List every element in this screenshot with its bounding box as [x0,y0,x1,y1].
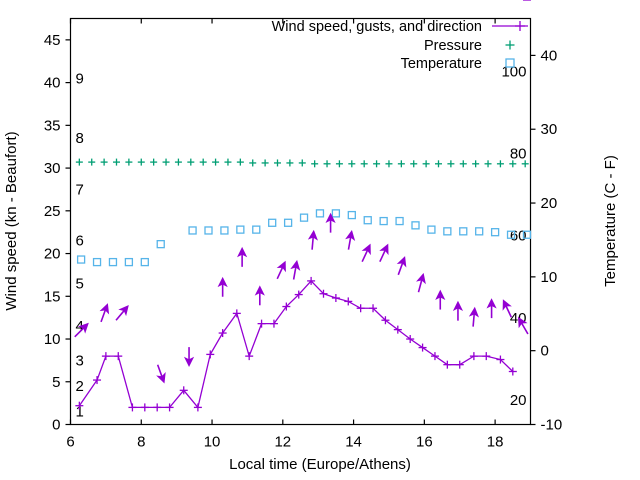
wind-direction-arrow-icon [115,305,129,321]
y2-axis-tick-label: 0 [541,343,549,360]
y-axis-tick-label: 40 [44,75,61,92]
legend-label-pressure: Pressure [424,38,482,54]
temperature-point [236,225,245,234]
y2-axis-tick-label: -10 [541,417,563,434]
wind-direction-arrow-icon [435,289,446,310]
x-axis-tick-label: 12 [274,434,291,451]
beaufort-label: 2 [76,378,84,395]
wind-direction-arrow-icon [416,272,426,293]
temperature-point [220,226,229,235]
temperature-point [475,227,484,236]
temperature-point [490,228,500,237]
wind-direction-arrow-icon [237,246,248,267]
wind-direction-arrow-icon [468,306,479,327]
beaufort-label: 8 [76,130,84,147]
wind-direction-arrow-icon [290,259,301,280]
fahrenheit-label: 100 [501,64,526,81]
temperature-point [363,216,372,225]
wind-direction-arrow-icon [74,322,89,338]
y2-axis-tick-label: 10 [541,269,558,286]
wind-direction-arrow-icon [486,298,497,319]
beaufort-label: 7 [76,181,84,198]
x-axis-tick-label: 8 [137,434,145,451]
x-axis-tick-label: 18 [487,434,504,451]
temperature-point [299,213,309,222]
temperature-point [522,230,532,239]
y-axis-tick-label: 25 [44,203,61,220]
y2-axis-title: Temperature (C - F) [602,155,619,287]
temperature-point [506,230,516,239]
wind-direction-arrow-icon [452,300,464,321]
y2-axis-tick-label: 20 [541,195,558,212]
y-axis-tick-label: 20 [44,246,61,263]
beaufort-label: 5 [76,275,84,292]
wind-direction-arrow-icon [217,276,228,297]
temperature-point [331,209,341,218]
wind-direction-arrow-icon [345,229,356,250]
wind-direction-arrow-icon [254,285,265,306]
wind-direction-arrow-icon [396,256,407,276]
y-axis-tick-label: 30 [44,160,61,177]
beaufort-label: 1 [76,404,84,421]
wind-direction-arrow-icon [325,212,336,233]
temperature-point [379,216,388,226]
x-axis-tick-label: 10 [204,434,221,451]
temperature-point [411,221,420,230]
temperature-point [124,257,134,267]
temperature-point [92,257,102,267]
wind-direction-arrow-icon [379,243,389,263]
wind-direction-arrow-icon [183,347,195,368]
temperature-point [459,227,468,236]
temperature-point [76,255,86,264]
fahrenheit-label: 80 [510,146,527,163]
temperature-point [427,225,436,234]
temperature-point [315,209,325,218]
y-axis-tick-label: 5 [52,374,60,391]
legend-label-temperature: Temperature [401,56,482,72]
y-axis-tick-label: 10 [44,331,61,348]
temperature-point [283,218,293,227]
temperature-point [268,218,277,227]
legend-label-wind: Wind speed, gusts, and direction [272,19,482,35]
wind-direction-arrow-icon [307,229,318,250]
beaufort-label: 3 [76,352,84,369]
wind-direction-arrow-icon [276,260,286,280]
wind-direction-arrow-icon [517,316,529,335]
y2-axis-tick-label: 40 [541,47,558,64]
temperature-point [347,210,356,220]
x-axis-tick-label: 16 [416,434,433,451]
wind-direction-arrow-icon [99,303,110,323]
y-axis-tick-label: 35 [44,117,61,134]
temperature-point [188,226,197,235]
wind-speed-line [78,279,514,409]
x-axis-title: Local time (Europe/Athens) [229,456,411,473]
wind-direction-arrow-icon [361,243,371,263]
temperature-point [443,227,452,236]
y-axis-tick-label: 15 [44,288,61,305]
temperature-point [108,257,118,267]
y-axis-title: Wind speed (kn - Beaufort) [3,131,20,310]
wind-direction-arrow-icon [502,299,513,318]
temperature-point [395,216,404,226]
temperature-point [252,225,261,234]
y-axis-tick-label: 0 [52,417,60,434]
x-axis-tick-label: 14 [345,434,362,451]
wind-direction-arrow-icon [156,364,166,384]
x-axis-tick-label: 6 [66,434,74,451]
y-axis-tick-label: 45 [44,32,61,49]
plot-frame [69,17,532,426]
y2-axis-tick-label: 30 [541,121,558,138]
temperature-point [204,226,213,235]
beaufort-label: 6 [76,233,84,250]
beaufort-label: 9 [76,70,84,87]
temperature-point [156,240,165,249]
fahrenheit-label: 20 [510,392,527,409]
temperature-point [140,257,149,267]
legend-sample-temperature-marker [505,58,515,68]
